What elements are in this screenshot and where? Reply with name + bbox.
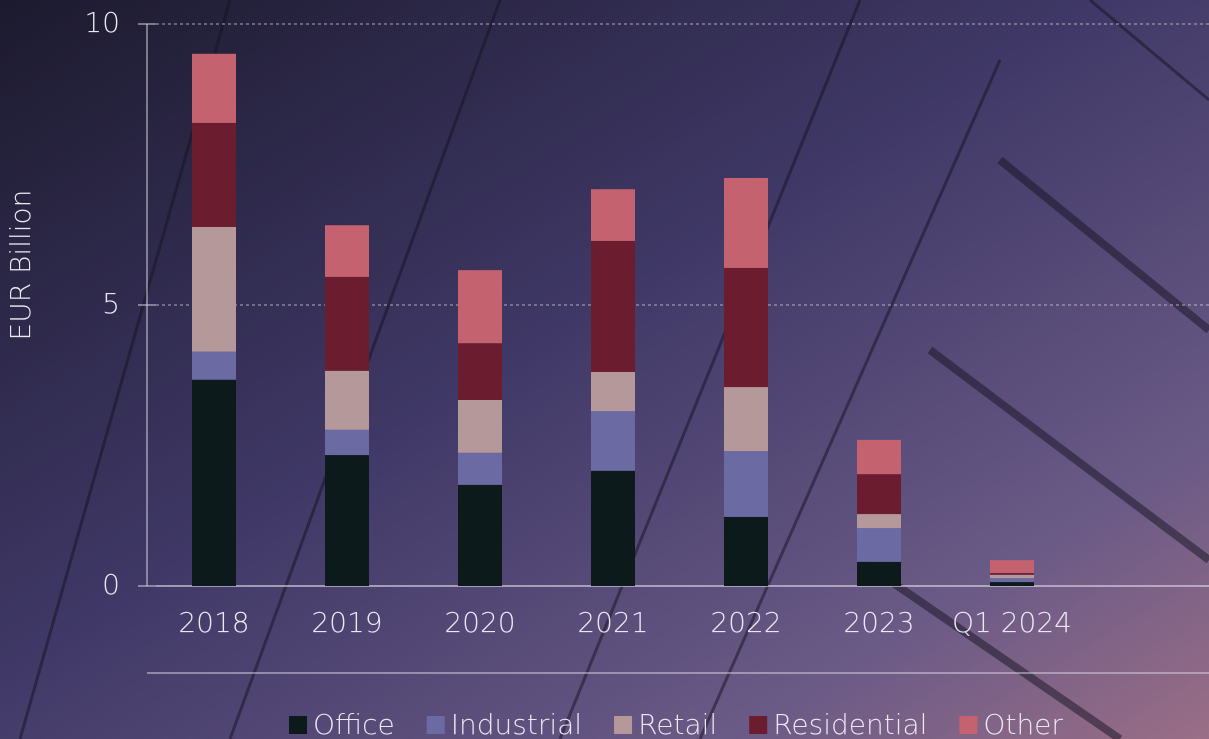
bar-segment bbox=[724, 451, 768, 517]
legend-swatch bbox=[959, 716, 978, 734]
bar-segment bbox=[325, 455, 369, 586]
bar-segment bbox=[192, 53, 236, 123]
legend-text: Retail bbox=[638, 708, 717, 739]
bar-segment bbox=[857, 528, 901, 562]
bar-segment bbox=[857, 561, 901, 586]
legend-text: Residential bbox=[773, 708, 927, 739]
y-tick-label: 5 bbox=[102, 287, 120, 320]
bar-segment bbox=[591, 411, 635, 471]
bar-segment bbox=[724, 387, 768, 452]
legend-text: Other bbox=[983, 708, 1063, 739]
bar-segment bbox=[591, 240, 635, 372]
bar-segment bbox=[458, 270, 502, 344]
x-tick-label: Q1 2024 bbox=[952, 606, 1072, 639]
bar-segment bbox=[458, 452, 502, 485]
bar-segment bbox=[724, 516, 768, 586]
bar-segment bbox=[724, 267, 768, 388]
bar-segment bbox=[192, 226, 236, 352]
legend-swatch bbox=[289, 716, 307, 734]
bar-segment bbox=[857, 514, 901, 529]
bar-segment bbox=[458, 399, 502, 453]
bar-segment bbox=[192, 351, 236, 380]
x-tick-label: 2019 bbox=[311, 606, 382, 639]
bar-segment bbox=[990, 560, 1034, 574]
y-tick-label: 0 bbox=[102, 568, 120, 601]
bar-segment bbox=[857, 474, 901, 515]
bar-segment bbox=[591, 470, 635, 586]
legend-swatch bbox=[614, 716, 633, 734]
legend-swatch bbox=[749, 716, 768, 734]
y-tick-label: 10 bbox=[84, 6, 120, 39]
x-tick-label: 2020 bbox=[444, 606, 515, 639]
legend-text: Industrial bbox=[451, 708, 582, 739]
bar-segment bbox=[990, 578, 1034, 583]
x-tick-label: 2018 bbox=[178, 606, 249, 639]
bar-segment bbox=[325, 225, 369, 277]
bar-segment bbox=[591, 189, 635, 241]
legend-text: Office bbox=[313, 708, 395, 739]
bar-segment bbox=[724, 177, 768, 268]
bar-segment bbox=[990, 574, 1034, 579]
x-tick-label: 2022 bbox=[710, 606, 781, 639]
bar-segment bbox=[192, 379, 236, 586]
x-tick-label: 2021 bbox=[577, 606, 648, 639]
bar-segment bbox=[325, 429, 369, 456]
bar-segment bbox=[458, 484, 502, 586]
bar-segment bbox=[325, 276, 369, 371]
bar-segment bbox=[591, 371, 635, 412]
y-axis-label: EUR Billion bbox=[4, 190, 37, 341]
bar-segment bbox=[458, 343, 502, 400]
x-tick-label: 2023 bbox=[843, 606, 914, 639]
bar-segment bbox=[325, 370, 369, 430]
bar-segment bbox=[990, 582, 1034, 586]
legend-swatch bbox=[426, 716, 445, 734]
bar-segment bbox=[857, 439, 901, 475]
bar-segment bbox=[192, 122, 236, 227]
bar-segment bbox=[990, 573, 1034, 575]
